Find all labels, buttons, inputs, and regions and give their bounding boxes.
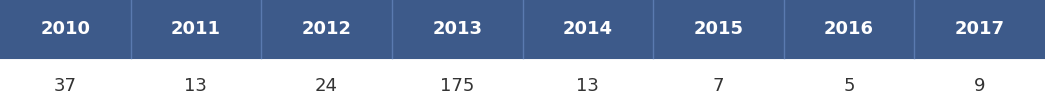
Text: 13: 13: [577, 76, 599, 94]
FancyBboxPatch shape: [914, 0, 1045, 58]
FancyBboxPatch shape: [392, 0, 522, 58]
Text: 2013: 2013: [433, 20, 482, 38]
Text: 2014: 2014: [563, 20, 612, 38]
Text: 2016: 2016: [825, 20, 874, 38]
FancyBboxPatch shape: [653, 0, 784, 58]
Text: 7: 7: [713, 76, 724, 94]
FancyBboxPatch shape: [784, 0, 914, 58]
Text: 24: 24: [315, 76, 339, 94]
Text: 37: 37: [53, 76, 77, 94]
Text: 175: 175: [440, 76, 474, 94]
Text: 2012: 2012: [302, 20, 351, 38]
FancyBboxPatch shape: [261, 0, 392, 58]
Text: 2011: 2011: [171, 20, 220, 38]
FancyBboxPatch shape: [131, 0, 261, 58]
Text: 2010: 2010: [41, 20, 90, 38]
Text: 13: 13: [185, 76, 207, 94]
FancyBboxPatch shape: [0, 0, 131, 58]
FancyBboxPatch shape: [522, 0, 653, 58]
Text: 9: 9: [974, 76, 985, 94]
Text: 2017: 2017: [955, 20, 1004, 38]
Text: 5: 5: [843, 76, 855, 94]
Text: 2015: 2015: [694, 20, 743, 38]
